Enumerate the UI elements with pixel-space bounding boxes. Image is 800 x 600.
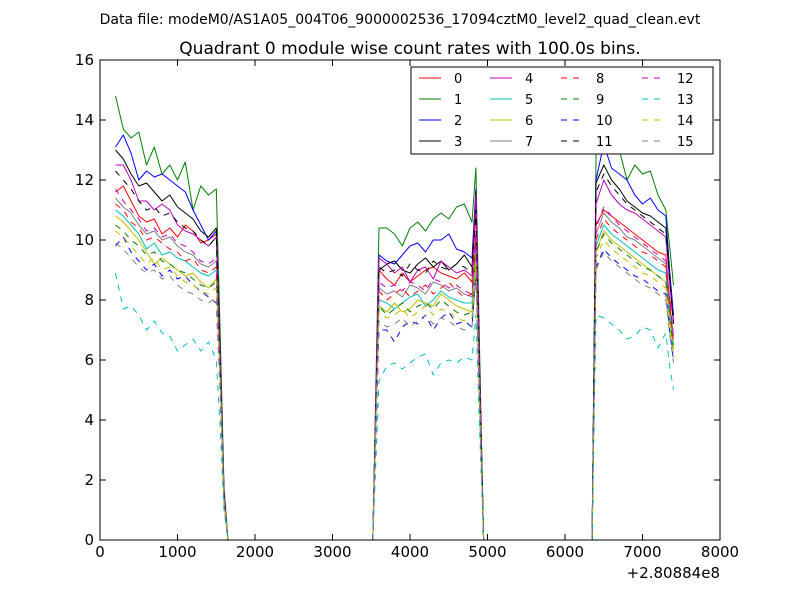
y-tick-label: 6 — [84, 351, 94, 369]
y-tick-label: 8 — [84, 291, 94, 309]
legend-label-15: 15 — [677, 135, 694, 150]
legend-label-3: 3 — [454, 135, 462, 150]
x-tick-label: 0 — [95, 543, 105, 561]
legend-label-0: 0 — [454, 72, 462, 87]
series-line-8 — [115, 203, 674, 540]
legend-label-2: 2 — [454, 114, 462, 129]
series-line-4 — [115, 164, 674, 540]
legend-label-11: 11 — [596, 135, 613, 150]
x-tick-label: 8000 — [701, 543, 739, 561]
legend-label-6: 6 — [525, 114, 533, 129]
series-line-6 — [115, 215, 674, 540]
x-tick-label: 3000 — [313, 543, 351, 561]
legend-label-1: 1 — [454, 93, 462, 108]
series-line-11 — [115, 170, 674, 540]
x-tick-label: 5000 — [468, 543, 506, 561]
series-line-10 — [115, 236, 674, 540]
y-tick-label: 16 — [75, 51, 94, 69]
chart-title: Quadrant 0 module wise count rates with … — [179, 39, 640, 59]
legend-label-14: 14 — [677, 114, 694, 129]
legend-label-13: 13 — [677, 93, 694, 108]
legend-label-8: 8 — [596, 72, 604, 87]
series-line-3 — [115, 149, 674, 540]
x-tick-label: 7000 — [623, 543, 661, 561]
y-tick-label: 12 — [75, 171, 94, 189]
legend-label-10: 10 — [596, 114, 613, 129]
series-line-14 — [115, 230, 674, 540]
legend-label-12: 12 — [677, 72, 694, 87]
series-line-12 — [115, 188, 674, 540]
series-line-0 — [115, 185, 674, 540]
series-line-1 — [115, 95, 674, 540]
x-offset-label: +2.80884e8 — [627, 564, 720, 582]
y-tick-label: 4 — [84, 411, 94, 429]
y-tick-label: 10 — [75, 231, 94, 249]
x-tick-label: 1000 — [158, 543, 196, 561]
y-tick-label: 14 — [75, 111, 94, 129]
series-line-7 — [115, 197, 674, 540]
legend-label-4: 4 — [525, 72, 533, 87]
legend-label-7: 7 — [525, 135, 533, 150]
x-tick-label: 6000 — [546, 543, 584, 561]
legend-label-9: 9 — [596, 93, 604, 108]
y-tick-label: 0 — [84, 531, 94, 549]
x-tick-label: 2000 — [236, 543, 274, 561]
legend-label-5: 5 — [525, 93, 533, 108]
chart-suptitle: Data file: modeM0/AS1A05_004T06_90000025… — [100, 12, 701, 28]
series-line-13 — [115, 272, 674, 540]
series-line-2 — [115, 134, 674, 540]
y-tick-label: 2 — [84, 471, 94, 489]
series-layer — [115, 95, 674, 540]
x-tick-label: 4000 — [391, 543, 429, 561]
legend-frame — [410, 66, 714, 155]
x-axis: 0 1000 2000 3000 4000 5000 6000 7000 8000 — [95, 60, 739, 561]
series-line-5 — [115, 209, 674, 540]
series-line-15 — [115, 242, 674, 540]
